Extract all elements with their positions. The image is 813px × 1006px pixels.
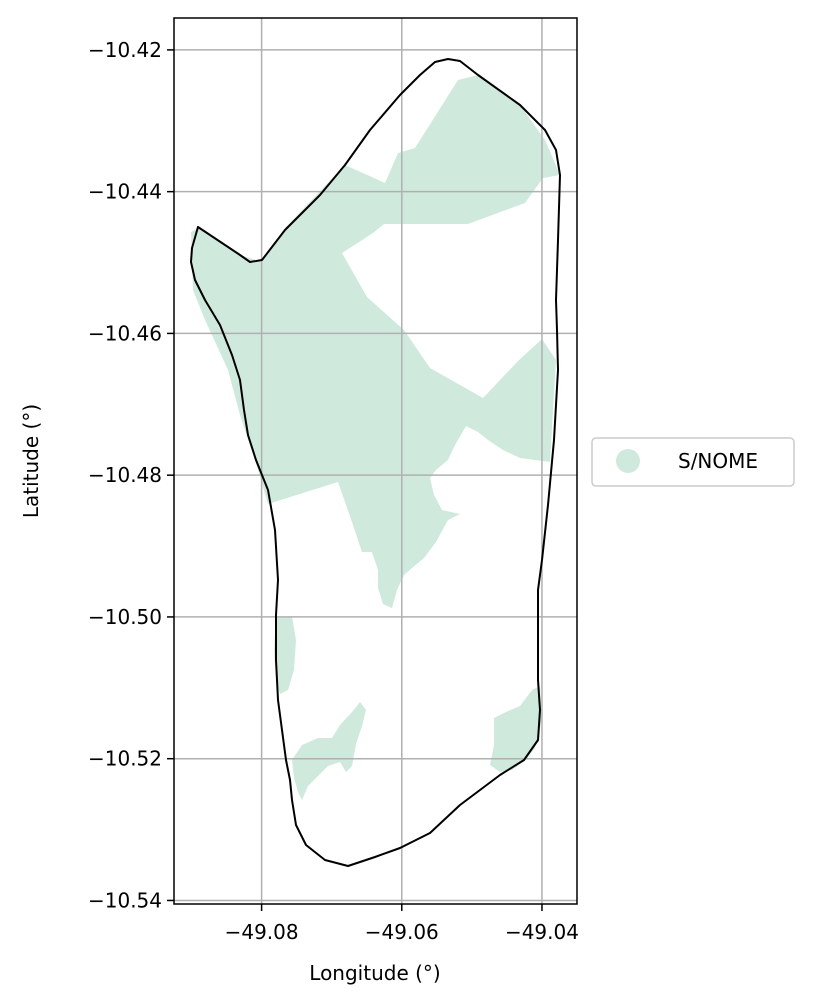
y-tick-label: −10.50	[88, 605, 162, 629]
legend-label: S/NOME	[678, 449, 758, 473]
x-axis-title: Longitude (°)	[309, 961, 440, 985]
grid-layer	[174, 18, 577, 904]
snome-area-southeast	[490, 686, 542, 772]
municipality-boundary	[190, 58, 561, 867]
y-tick-label: −10.52	[88, 747, 162, 771]
x-tick-label: −49.06	[365, 920, 439, 944]
y-axis-ticks: −10.42 −10.44 −10.46 −10.48 −10.50 −10.52 −10.…	[88, 38, 174, 912]
x-tick-label: −49.04	[505, 920, 579, 944]
y-tick-label: −10.46	[88, 321, 162, 345]
axes-frame	[173, 17, 578, 905]
x-tick-label: −49.08	[225, 920, 299, 944]
legend: S/NOME	[591, 437, 795, 487]
snome-area-southwest	[292, 702, 366, 800]
x-axis-ticks: −49.08 −49.06 −49.04	[225, 904, 579, 944]
y-tick-label: −10.44	[88, 180, 162, 204]
snome-area-west-strip	[274, 616, 296, 694]
plot-area: −49.08 −49.06 −49.04 −10.42−10.44−10.46−10…	[88, 17, 579, 944]
y-axis-title: Latitude (°)	[19, 404, 43, 518]
legend-swatch	[616, 449, 640, 473]
legend-box	[591, 437, 795, 487]
y-tick-label: −10.54	[88, 888, 162, 912]
y-tick-label: −10.42	[88, 38, 162, 62]
y-tick-label: −10.48	[88, 463, 162, 487]
